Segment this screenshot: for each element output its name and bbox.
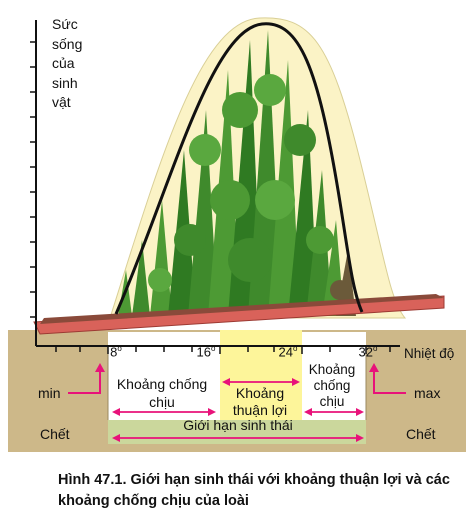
tolerance-zone-right-label: Khoảng chống chịu [300, 362, 364, 410]
y-axis-label-line: sống [52, 35, 83, 52]
y-axis-label: Sức sống của sinh vật [52, 15, 82, 113]
zone-label-line: chống [313, 378, 351, 393]
tick-label-32: 32o [358, 344, 378, 360]
x-axis-ticks [55, 346, 391, 354]
zone-label-line: Khoảng [235, 385, 285, 401]
tick-label-16: 16o [196, 344, 216, 360]
diagram-graphic [8, 17, 466, 452]
optimal-zone-label: Khoảng thuận lợi [220, 385, 300, 419]
tolerance-left-arrow [112, 408, 216, 416]
tick-label-8: 8o [110, 344, 122, 360]
max-label: max [414, 385, 441, 401]
dead-zone-left-label: Chết [40, 426, 70, 442]
y-axis-label-line: sinh [52, 74, 78, 91]
dead-zone-right-label: Chết [406, 426, 436, 442]
x-axis-label: Nhiệt độ [404, 346, 455, 361]
y-axis-label-line: của [52, 55, 75, 71]
y-axis-label-line: vật [52, 94, 71, 110]
zone-label-line: Khoảng chống [116, 376, 208, 392]
zone-label-line: thuận lợi [232, 402, 288, 418]
optimal-arrow [222, 378, 300, 386]
ecological-limit-label: Giới hạn sinh thái [183, 417, 293, 433]
max-arrow [369, 363, 406, 394]
ecological-limit-bar [108, 420, 366, 444]
zone-label-line: Khoảng [308, 362, 356, 377]
tolerance-right-arrow [304, 408, 364, 416]
zone-label-line: chịu [149, 394, 175, 410]
tray-soil [40, 294, 444, 324]
zone-label-line: chịu [319, 394, 345, 409]
limit-arrow [112, 434, 364, 442]
figure-caption: Hình 47.1. Giới hạn sinh thái với khoảng… [58, 472, 450, 509]
response-curve [114, 22, 364, 315]
ecological-limit-diagram: Sức sống của sinh vật 8o 16o 24o 32o Nhi… [8, 15, 466, 452]
y-axis-ticks [30, 41, 36, 318]
min-label: min [38, 385, 61, 401]
tolerance-zone-left-label: Khoảng chống chịu [108, 375, 216, 411]
plants-foliage [118, 30, 356, 316]
y-axis-label-line: Sức [52, 16, 78, 32]
min-arrow [68, 363, 105, 394]
tick-label-24: 24o [278, 344, 298, 360]
